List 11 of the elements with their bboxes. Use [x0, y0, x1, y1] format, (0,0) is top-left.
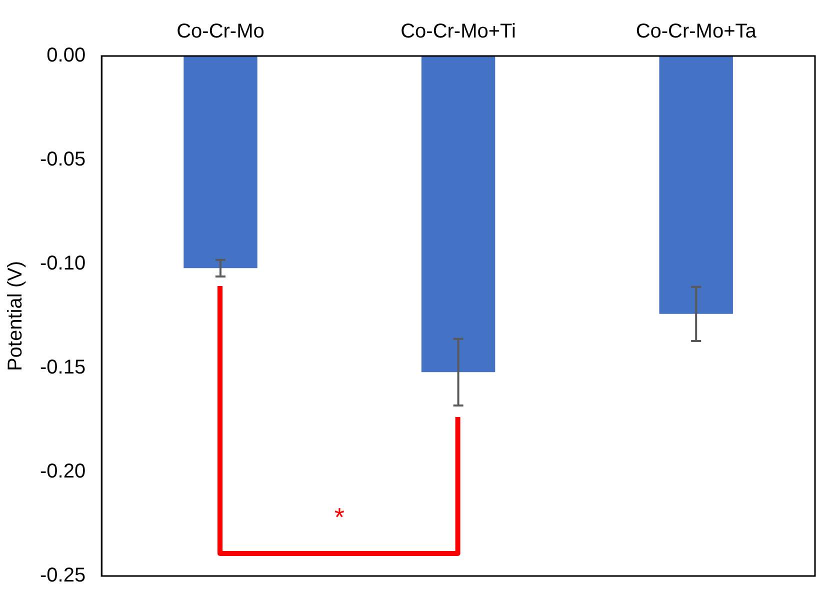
annotation: * [333, 502, 346, 533]
y-tick-label: -0.10 [40, 252, 86, 275]
y-tick-label: -0.15 [40, 356, 86, 379]
x-tick-label: Co-Cr-Mo+Ta [636, 20, 758, 43]
x-tick-label: Co-Cr-Mo [176, 20, 264, 43]
y-tick-label: -0.25 [40, 564, 86, 587]
y-axis-title: Potential (V) [4, 260, 27, 372]
y-tick-label: -0.20 [40, 460, 86, 483]
y-tick-label: 0.00 [46, 44, 86, 67]
x-tick-label: Co-Cr-Mo+Ti [400, 20, 516, 43]
y-tick-label: -0.05 [40, 148, 86, 171]
